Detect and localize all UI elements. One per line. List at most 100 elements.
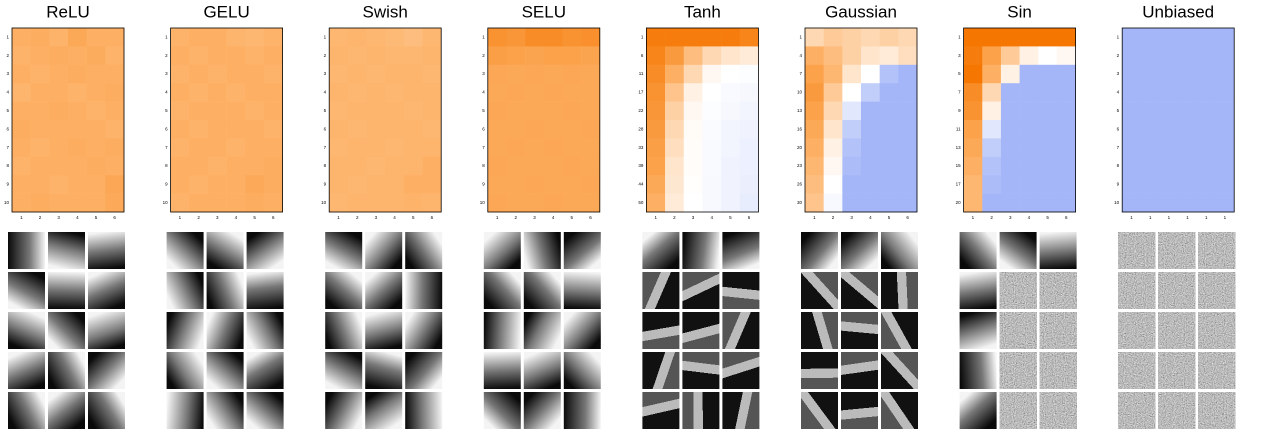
heatmap-cell <box>879 28 899 47</box>
heatmap-cell <box>879 101 899 121</box>
heatmap-cell <box>1178 120 1198 139</box>
y-tick-label: 7 <box>165 145 168 150</box>
feature-tile <box>959 232 997 269</box>
feature-tile <box>483 392 521 429</box>
heatmap-cell <box>1196 175 1216 194</box>
y-tick-label: 10 <box>4 200 10 205</box>
heatmap-cell <box>170 193 190 213</box>
heatmap-cell <box>702 138 722 158</box>
x-tick-label: 1 <box>813 215 816 220</box>
heatmap-cell <box>1196 138 1216 158</box>
y-tick-label: 15 <box>956 163 962 168</box>
heatmap-cell <box>403 28 423 47</box>
heatmap-cell <box>562 138 582 158</box>
heatmap-cell <box>982 193 1002 213</box>
heatmap-cell <box>487 28 507 47</box>
feature-tile <box>483 272 521 309</box>
heatmap-cell <box>581 120 601 139</box>
heatmap-cell <box>170 28 190 47</box>
heatmap-cell <box>1215 101 1235 121</box>
feature-tile <box>959 272 997 309</box>
feature-tile <box>1158 352 1196 389</box>
feature-tile <box>841 352 878 389</box>
heatmap-cell <box>543 83 563 102</box>
heatmap-cell <box>1000 120 1020 139</box>
x-tick-label: 4 <box>710 215 713 220</box>
heatmap-cell <box>226 101 246 121</box>
heatmap-cell <box>702 28 722 47</box>
feature-tile <box>881 312 918 349</box>
heatmap-cell <box>646 28 666 47</box>
feature-tile <box>88 312 125 349</box>
heatmap-cell <box>982 175 1002 194</box>
feature-tile <box>642 232 680 269</box>
heatmap-cell <box>646 156 666 176</box>
heatmap-cell <box>105 138 125 158</box>
heatmap-cell <box>879 46 899 66</box>
feature-tile <box>166 312 204 349</box>
x-tick-label: 6 <box>1065 215 1068 220</box>
heatmap-cell <box>403 138 423 158</box>
heatmap-cell <box>861 120 880 139</box>
heatmap-cell <box>385 175 405 194</box>
heatmap-cell <box>879 64 899 84</box>
feature-tile <box>1039 392 1077 429</box>
heatmap-cell <box>525 120 545 139</box>
heatmap-cell <box>49 138 69 158</box>
heatmap-cell <box>403 193 423 213</box>
heatmap-cell <box>1215 83 1235 102</box>
heatmap-cell <box>403 83 423 102</box>
heatmap-cell <box>861 28 880 47</box>
heatmap-cell <box>347 46 367 66</box>
heatmap-cell <box>982 101 1002 121</box>
heatmap-cell <box>49 101 69 121</box>
heatmap-cell <box>1178 83 1198 102</box>
heatmap-cell <box>823 156 843 176</box>
feature-tile <box>563 272 601 309</box>
feature-tile <box>88 392 125 429</box>
heatmap-cell <box>1000 83 1020 102</box>
y-tick-label: 5 <box>1117 108 1120 113</box>
x-tick-label: 2 <box>673 215 676 220</box>
heatmap-cell <box>739 83 759 102</box>
y-tick-label: 5 <box>6 108 9 113</box>
heatmap-cell <box>963 46 983 66</box>
heatmap-cell <box>12 64 31 84</box>
x-tick-label: 1 <box>1149 215 1152 220</box>
heatmap-cell <box>263 101 283 121</box>
heatmap-cell <box>1038 46 1058 66</box>
y-tick-label: 9 <box>6 182 9 187</box>
x-tick-label: 1 <box>1168 215 1171 220</box>
heatmap-cell <box>1038 64 1058 84</box>
heatmap-cell <box>823 101 843 121</box>
heatmap-cell <box>525 83 545 102</box>
feature-tile <box>801 312 838 349</box>
feature-tile <box>642 352 680 389</box>
heatmap-cell <box>1159 156 1179 176</box>
y-tick-label: 2 <box>324 53 327 58</box>
heatmap-cell <box>329 193 349 213</box>
y-tick-label: 6 <box>1117 126 1120 131</box>
heatmap-cell <box>879 193 899 213</box>
heatmap-cell <box>68 83 87 102</box>
heatmap-cell <box>263 83 283 102</box>
feature-tile <box>523 232 561 269</box>
heatmap-cell <box>963 120 983 139</box>
heatmap-cell <box>1122 138 1142 158</box>
feature-tile <box>8 352 45 389</box>
heatmap-cell <box>739 193 759 213</box>
heatmap-cell <box>702 64 722 84</box>
heatmap-cell <box>982 46 1002 66</box>
heatmap-cell <box>226 46 246 66</box>
heatmap-cell <box>646 120 666 139</box>
heatmap-cell <box>543 156 563 176</box>
heatmap-cell <box>68 138 87 158</box>
feature-tile <box>682 392 720 429</box>
heatmap-cell <box>403 175 423 194</box>
heatmap-cell <box>683 175 703 194</box>
y-tick-label: 2 <box>165 53 168 58</box>
heatmap-cell <box>683 138 703 158</box>
heatmap-cell <box>525 101 545 121</box>
heatmap-cell <box>805 46 824 66</box>
